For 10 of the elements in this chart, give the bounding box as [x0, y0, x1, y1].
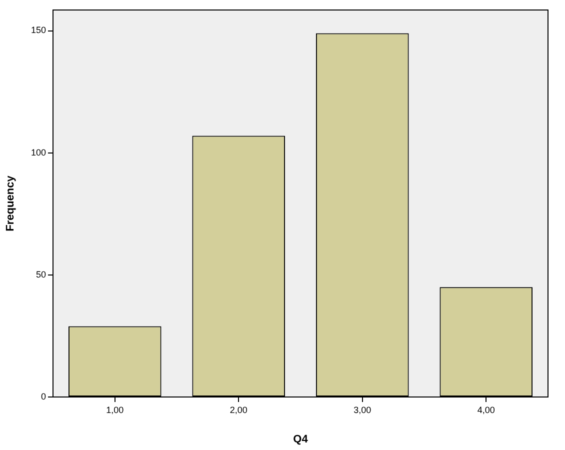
y-axis-title: Frequency — [4, 174, 17, 232]
x-tick-label: 1,00 — [106, 404, 124, 415]
x-tick-label: 2,00 — [230, 404, 248, 415]
y-tick-label: 0 — [40, 391, 46, 402]
y-tick-label: 100 — [30, 147, 46, 158]
x-tick-label: 3,00 — [354, 404, 372, 415]
x-tick-label: 4,00 — [477, 404, 495, 415]
y-tick-label: 150 — [30, 25, 46, 36]
y-tick-label: 50 — [36, 269, 46, 280]
x-axis-title: Q4 — [293, 433, 309, 446]
